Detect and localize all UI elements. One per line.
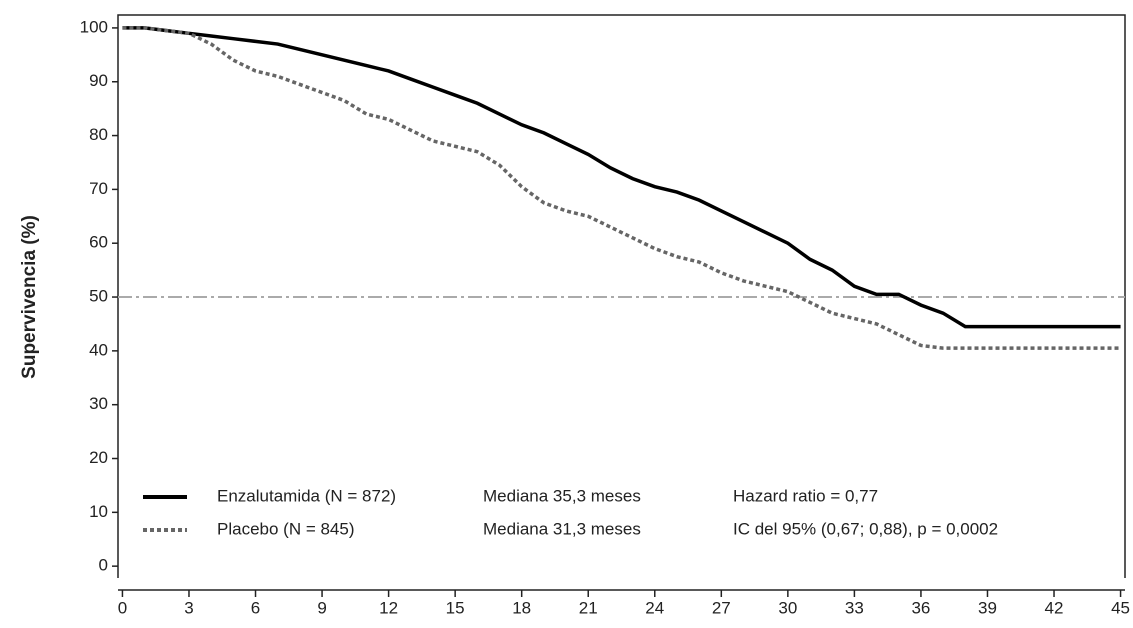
y-axis-label: Supervivencia (%) bbox=[19, 215, 40, 379]
y-tick-label: 50 bbox=[89, 287, 108, 306]
x-tick-label: 33 bbox=[845, 598, 864, 617]
y-tick-label: 0 bbox=[99, 556, 108, 575]
legend-label: Enzalutamida (N = 872) bbox=[217, 486, 396, 505]
y-tick-label: 100 bbox=[80, 17, 108, 36]
legend-label: Placebo (N = 845) bbox=[217, 519, 355, 538]
x-tick-label: 27 bbox=[712, 598, 731, 617]
y-tick-label: 40 bbox=[89, 340, 108, 359]
x-tick-label: 36 bbox=[911, 598, 930, 617]
x-tick-label: 9 bbox=[317, 598, 326, 617]
legend-statistic: IC del 95% (0,67; 0,88), p = 0,0002 bbox=[733, 519, 998, 538]
x-tick-label: 18 bbox=[512, 598, 531, 617]
x-tick-label: 0 bbox=[118, 598, 127, 617]
y-tick-label: 90 bbox=[89, 71, 108, 90]
survival-curve bbox=[122, 26, 1121, 329]
x-tick-label: 12 bbox=[379, 598, 398, 617]
legend-statistic: Hazard ratio = 0,77 bbox=[733, 486, 878, 505]
y-tick-label: 30 bbox=[89, 394, 108, 413]
x-tick-label: 6 bbox=[251, 598, 260, 617]
y-tick-label: 20 bbox=[89, 448, 108, 467]
x-tick-label: 39 bbox=[978, 598, 997, 617]
y-tick-label: 60 bbox=[89, 233, 108, 252]
x-tick-label: 15 bbox=[446, 598, 465, 617]
x-tick-label: 42 bbox=[1045, 598, 1064, 617]
legend-median: Mediana 31,3 meses bbox=[483, 519, 641, 538]
y-tick-label: 70 bbox=[89, 179, 108, 198]
x-tick-label: 45 bbox=[1111, 598, 1130, 617]
legend-median: Mediana 35,3 meses bbox=[483, 486, 641, 505]
x-tick-label: 24 bbox=[645, 598, 664, 617]
y-tick-label: 10 bbox=[89, 502, 108, 521]
x-tick-label: 21 bbox=[579, 598, 598, 617]
x-tick-label: 3 bbox=[184, 598, 193, 617]
survival-curve bbox=[122, 26, 1121, 350]
y-tick-label: 80 bbox=[89, 125, 108, 144]
x-tick-label: 30 bbox=[778, 598, 797, 617]
